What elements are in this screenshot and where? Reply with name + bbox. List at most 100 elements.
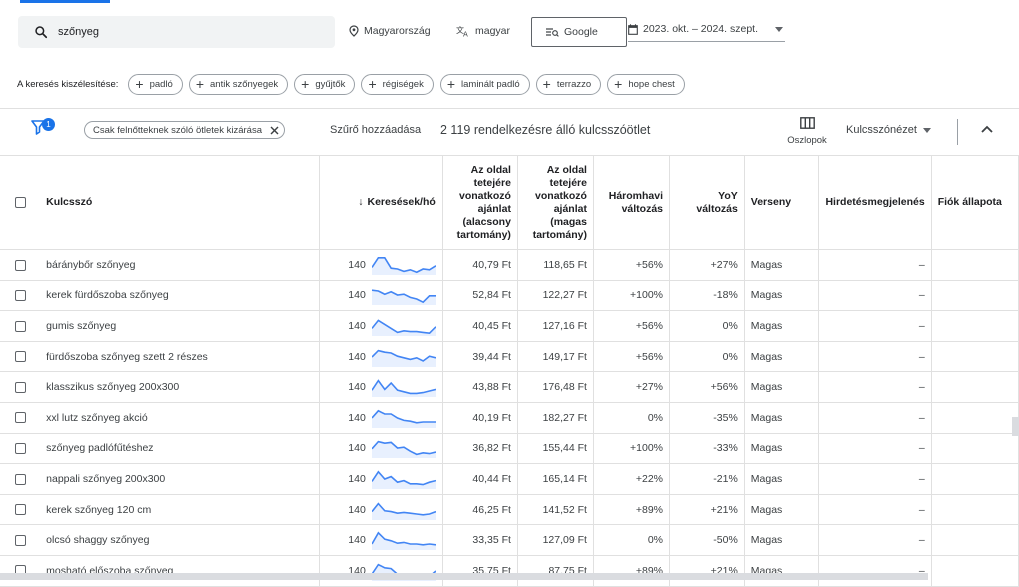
account-status-cell	[931, 310, 1019, 342]
keyword-cell: mosható előszoba szőnyeg	[40, 555, 321, 587]
three-month-change-cell: +100%	[593, 433, 671, 465]
table-row[interactable]: nappali szőnyeg 200x300 140 40,44 Ft 165,14…	[0, 463, 1019, 495]
row-checkbox[interactable]	[14, 443, 26, 455]
row-checkbox[interactable]	[14, 504, 26, 516]
refine-chip[interactable]: + padló	[128, 73, 183, 95]
keyword-cell: báránybőr szőnyeg	[40, 249, 321, 281]
trend-sparkline	[371, 531, 436, 551]
row-checkbox[interactable]	[14, 290, 26, 302]
keyword-table: Kulcsszó ↓ Keresések/hó Az oldal tetejére…	[0, 155, 1019, 587]
competition-cell: Magas	[744, 524, 820, 556]
row-checkbox[interactable]	[14, 320, 26, 332]
bid-low-cell: 39,44 Ft	[442, 341, 518, 373]
column-header-three-month[interactable]: Háromhavi változás	[593, 155, 671, 250]
table-row[interactable]: fürdőszoba szőnyeg szett 2 részes 140 39,4…	[0, 341, 1019, 373]
bid-high-cell: 87,75 Ft	[517, 555, 594, 587]
chevron-up-icon[interactable]	[981, 125, 993, 133]
row-checkbox[interactable]	[14, 534, 26, 546]
table-row[interactable]: szőnyeg padlófűtéshez 140 36,82 Ft 155,44 F…	[0, 433, 1019, 465]
table-row[interactable]: kerek szőnyeg 120 cm 140 46,25 Ft 141,52 Ft…	[0, 494, 1019, 526]
row-select-cell	[0, 249, 41, 281]
location-selector[interactable]: Magyarország	[349, 25, 431, 37]
table-row[interactable]: klasszikus szőnyeg 200x300 140 43,88 Ft 176…	[0, 371, 1019, 403]
add-filter-button[interactable]: Szűrő hozzáadása	[330, 124, 422, 136]
refine-chip[interactable]: + antik szőnyegek	[188, 73, 289, 95]
competition-cell: Magas	[744, 402, 820, 434]
column-header-bid-low[interactable]: Az oldal tetejére vonatkozó ajánlat (ala…	[442, 155, 518, 250]
row-select-cell	[0, 371, 41, 403]
table-row[interactable]: báránybőr szőnyeg 140 40,79 Ft 118,65 Ft +56…	[0, 249, 1019, 281]
adult-filter-chip[interactable]: Csak felnőtteknek szóló ötletek kizárása	[84, 121, 285, 139]
vertical-scrollbar[interactable]	[1012, 417, 1019, 436]
trend-sparkline	[371, 379, 436, 398]
column-header-ad-impr[interactable]: Hirdetésmegjelenés	[818, 155, 932, 250]
columns-button[interactable]: Oszlopok	[786, 117, 828, 146]
account-status-cell	[931, 402, 1019, 434]
account-status-cell	[931, 433, 1019, 465]
row-checkbox[interactable]	[14, 351, 26, 363]
account-status-cell	[931, 463, 1019, 495]
ad-impression-share-cell: –	[818, 524, 932, 556]
searches-cell: 140	[319, 371, 443, 403]
sparkline-area	[371, 257, 436, 275]
refine-chip[interactable]: + gyűjtők	[294, 73, 356, 95]
search-input[interactable]: szőnyeg	[18, 16, 335, 48]
competition-cell: Magas	[744, 463, 820, 495]
account-status-cell	[931, 555, 1019, 587]
select-all-cell	[0, 155, 41, 250]
sparkline-line	[371, 349, 436, 362]
trend-sparkline	[371, 319, 436, 336]
searches-cell: 140	[319, 433, 443, 465]
trend-sparkline	[371, 349, 436, 367]
svg-text:A: A	[463, 31, 468, 38]
plus-icon: +	[135, 76, 144, 92]
table-row[interactable]: olcsó shaggy szőnyeg 140 33,35 Ft 127,09 Ft…	[0, 524, 1019, 556]
competition-cell: Magas	[744, 280, 820, 312]
select-all-checkbox[interactable]	[14, 196, 26, 208]
date-range-label: 2023. okt. – 2024. szept.	[643, 23, 758, 35]
yoy-change-cell: 0%	[669, 310, 745, 342]
keyword-cell: gumis szőnyeg	[40, 310, 321, 342]
refine-chip-label: gyűjtők	[315, 78, 346, 90]
date-range-selector[interactable]: 2023. okt. – 2024. szept.	[628, 17, 785, 42]
row-checkbox[interactable]	[14, 473, 26, 485]
svg-text:文: 文	[456, 25, 464, 35]
column-header-competition[interactable]: Verseny	[744, 155, 820, 250]
refine-chip-label: laminált padló	[461, 78, 520, 90]
column-header-searches[interactable]: ↓ Keresések/hó	[319, 155, 443, 250]
horizontal-scrollbar[interactable]	[0, 573, 928, 580]
refine-chip[interactable]: + hope chest	[607, 73, 685, 95]
bid-low-cell: 40,45 Ft	[442, 310, 518, 342]
table-row[interactable]: kerek fürdőszoba szőnyeg 140 52,84 Ft 122,2…	[0, 280, 1019, 312]
refine-chip[interactable]: + terrazzo	[535, 73, 602, 95]
refine-chip[interactable]: + régiségek	[361, 73, 434, 95]
column-header-bid-high[interactable]: Az oldal tetejére vonatkozó ajánlat (mag…	[517, 155, 594, 250]
table-row[interactable]: mosható előszoba szőnyeg 140 35,75 Ft 87,75…	[0, 555, 1019, 587]
ad-impression-share-cell: –	[818, 463, 932, 495]
column-header-keyword[interactable]: Kulcsszó	[40, 155, 321, 250]
network-selector[interactable]: Google	[531, 17, 627, 47]
three-month-change-cell: 0%	[593, 402, 671, 434]
ad-impression-share-cell: –	[818, 371, 932, 403]
filter-bar: 1 Csak felnőtteknek szóló ötletek kizárá…	[0, 109, 1019, 154]
table-row[interactable]: gumis szőnyeg 140 40,45 Ft 127,16 Ft +56% 0% M…	[0, 310, 1019, 342]
row-checkbox[interactable]	[14, 381, 26, 393]
close-icon[interactable]	[270, 126, 279, 135]
table-row[interactable]: xxl lutz szőnyeg akció 140 40,19 Ft 182,27 …	[0, 402, 1019, 434]
bid-high-cell: 127,16 Ft	[517, 310, 594, 342]
row-select-cell	[0, 280, 41, 312]
ad-impression-share-cell: –	[818, 555, 932, 587]
row-select-cell	[0, 555, 41, 587]
keyword-view-dropdown[interactable]: Kulcsszónézet	[846, 124, 931, 136]
column-header-yoy[interactable]: YoY változás	[669, 155, 745, 250]
row-select-cell	[0, 402, 41, 434]
adult-filter-label: Csak felnőtteknek szóló ötletek kizárása	[93, 124, 262, 136]
column-header-account[interactable]: Fiók állapota	[931, 155, 1019, 250]
sparkline-line	[371, 470, 436, 486]
row-checkbox[interactable]	[14, 259, 26, 271]
three-month-change-cell: +89%	[593, 555, 671, 587]
row-checkbox[interactable]	[14, 412, 26, 424]
refine-chip[interactable]: + laminált padló	[439, 73, 530, 95]
table-body: báránybőr szőnyeg 140 40,79 Ft 118,65 Ft +56…	[0, 249, 1019, 587]
